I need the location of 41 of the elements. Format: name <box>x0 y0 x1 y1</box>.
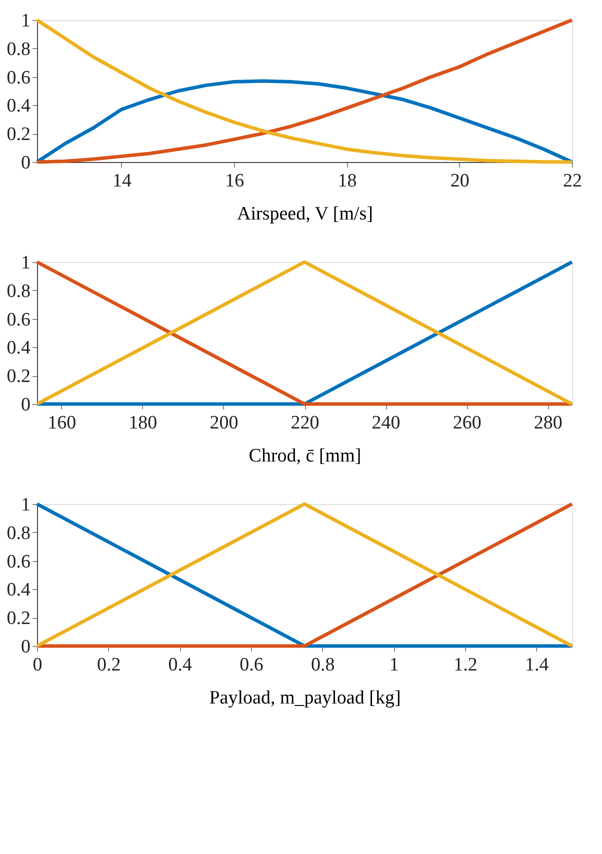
y-tick-label: 0.8 <box>6 280 30 302</box>
x-tick-label: 0.2 <box>96 654 121 676</box>
x-tick-label: 200 <box>210 412 238 434</box>
y-tick-label: 1 <box>21 10 30 32</box>
y-tick-label: 0.4 <box>6 338 31 359</box>
x-tick-label: 160 <box>48 412 76 434</box>
x-tick-label: 220 <box>290 412 320 434</box>
x-tick-label: 260 <box>452 412 482 434</box>
x-tick-label: 14 <box>112 170 132 192</box>
y-tick-label: 0.2 <box>6 124 30 146</box>
y-tick-label: 1 <box>21 494 30 516</box>
y-tick-label: 0.8 <box>6 522 30 544</box>
x-tick-label: 280 <box>534 412 562 434</box>
y-tick-label: 0.6 <box>6 551 30 572</box>
y-tick-label: 0 <box>21 394 30 416</box>
y-tick-label: 0.4 <box>6 96 31 117</box>
y-tick-label: 0.2 <box>6 608 30 630</box>
y-tick-label: 0.8 <box>6 38 30 60</box>
x-axis-title: Payload, m_payload [kg] <box>209 688 401 708</box>
y-tick-label: 0.4 <box>6 580 31 601</box>
x-tick-label: 1 <box>389 654 399 676</box>
x-axis-title: Airspeed, V [m/s] <box>237 204 373 224</box>
y-tick-label: 1 <box>21 252 30 274</box>
x-tick-label: 16 <box>225 170 244 192</box>
y-tick-label: 0.6 <box>6 309 30 330</box>
x-tick-label: 20 <box>450 170 470 192</box>
y-tick-label: 0.2 <box>6 366 30 388</box>
x-tick-label: 1.2 <box>454 654 478 676</box>
x-tick-label: 0.4 <box>168 654 193 676</box>
x-axis-title: Chrod, c̄ [mm] <box>248 446 362 466</box>
x-tick-label: 18 <box>338 170 357 192</box>
x-tick-label: 0.6 <box>240 654 264 676</box>
line-series <box>35 18 574 164</box>
x-tick-label: 1.4 <box>524 654 550 676</box>
x-tick-label: 180 <box>128 412 158 434</box>
x-tick-label: 22 <box>563 170 582 192</box>
x-tick-label: 240 <box>372 412 400 434</box>
y-tick-label: 0.6 <box>6 67 30 88</box>
x-tick-label: 0.8 <box>310 654 335 676</box>
y-tick-label: 0 <box>21 636 30 658</box>
y-tick-label: 0 <box>21 152 30 174</box>
